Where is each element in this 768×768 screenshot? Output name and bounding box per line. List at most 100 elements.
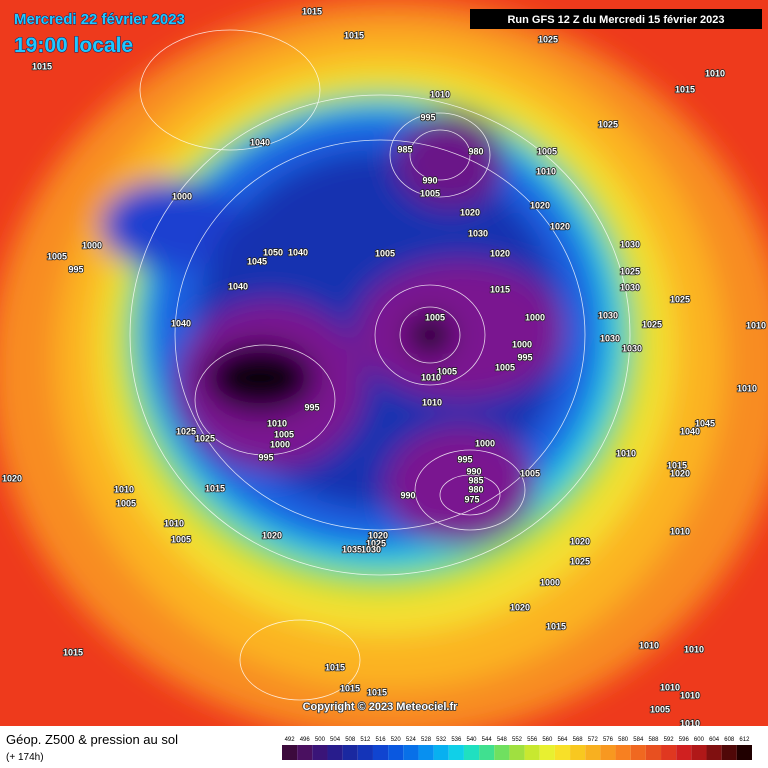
isobar-label: 1040 <box>680 426 700 436</box>
isobar-label: 1005 <box>650 704 670 714</box>
isobar-label: 1005 <box>520 468 540 478</box>
footer-lead: (+ 174h) <box>6 752 44 763</box>
scale-label: 556 <box>527 737 538 743</box>
footer-title: Géop. Z500 & pression au sol <box>6 732 178 747</box>
scale-swatch <box>327 745 343 760</box>
scale-label: 548 <box>497 737 508 743</box>
isobar-label: 1020 <box>670 468 690 478</box>
isobar-label: 1000 <box>82 240 102 250</box>
isobar-label: 1010 <box>421 372 441 382</box>
isobar-label: 1005 <box>171 534 191 544</box>
isobar-label: 1020 <box>368 530 388 540</box>
run-info: Run GFS 12 Z du Mercredi 15 février 2023 <box>507 14 724 26</box>
isobar-label: 1010 <box>737 383 757 393</box>
scale-label: 544 <box>482 737 493 743</box>
scale-swatch <box>342 745 358 760</box>
scale-label: 596 <box>679 737 690 743</box>
isobar-label: 1000 <box>525 312 545 322</box>
scale-swatch <box>736 745 752 760</box>
scale-swatch <box>479 745 495 760</box>
isobar-label: 1015 <box>344 30 364 40</box>
scale-label: 612 <box>739 737 750 743</box>
isobar-label: 1000 <box>512 339 532 349</box>
scale-label: 512 <box>360 737 371 743</box>
isobar-label: 1020 <box>570 536 590 546</box>
scale-label: 604 <box>709 737 720 743</box>
isobar-label: 990 <box>466 466 481 476</box>
scale-swatch <box>524 745 540 760</box>
isobar-label: 1015 <box>63 647 83 657</box>
scale-label: 496 <box>300 737 311 743</box>
scale-swatch <box>282 745 298 760</box>
isobar-label: 1020 <box>490 248 510 258</box>
isobar-label: 1010 <box>422 397 442 407</box>
scale-swatch <box>433 745 449 760</box>
scale-swatch <box>357 745 373 760</box>
isobar-label: 1010 <box>705 68 725 78</box>
isobar-label: 995 <box>420 112 435 122</box>
isobar-label: 1030 <box>598 310 618 320</box>
isobar-label: 1015 <box>546 621 566 631</box>
scale-swatch <box>509 745 525 760</box>
isobar-label: 1040 <box>288 247 308 257</box>
scale-swatch <box>585 745 601 760</box>
scale-swatch <box>570 745 586 760</box>
scale-label: 508 <box>345 737 356 743</box>
scale-label: 564 <box>557 737 568 743</box>
isobar-label: 1025 <box>670 294 690 304</box>
isobar-label: 1000 <box>270 439 290 449</box>
scale-swatch <box>372 745 389 760</box>
isobar-label: 1040 <box>228 281 248 291</box>
isobar-label: 1010 <box>670 526 690 536</box>
geopotential-field <box>0 0 768 740</box>
isobar-label: 985 <box>468 475 483 485</box>
isobar-label: 1025 <box>538 34 558 44</box>
scale-label: 580 <box>618 737 629 743</box>
isobar-label: 1005 <box>495 362 515 372</box>
scale-swatch <box>297 745 313 760</box>
isobar-label: 1015 <box>340 683 360 693</box>
scale-swatch <box>388 745 404 760</box>
isobar-label: 995 <box>258 452 273 462</box>
scale-label: 532 <box>436 737 447 743</box>
isobar-label: 1015 <box>367 687 387 697</box>
isobar-label: 1025 <box>620 266 640 276</box>
isobar-label: 1030 <box>361 544 381 554</box>
isobar-label: 995 <box>457 454 472 464</box>
isobar-label: 1010 <box>684 644 704 654</box>
scale-label: 492 <box>285 737 296 743</box>
isobar-label: 1045 <box>695 418 715 428</box>
isobar-label: 1005 <box>425 312 445 322</box>
scale-swatch <box>645 745 662 760</box>
isobar-label: 1010 <box>114 484 134 494</box>
scale-swatch <box>463 745 480 760</box>
color-scale: 492 496 500 504 508 512 516 520 524 528 532 536 540 5… <box>282 737 752 760</box>
isobar-label: 1005 <box>116 498 136 508</box>
isobar-label: 995 <box>517 352 532 362</box>
isobar-label: 1010 <box>680 718 700 728</box>
scale-swatch <box>418 745 434 760</box>
scale-label: 504 <box>330 737 341 743</box>
isobar-label: 1020 <box>262 530 282 540</box>
time: 19:00 locale <box>14 34 133 57</box>
isobar-label: 1005 <box>437 366 457 376</box>
isobar-label: 1025 <box>195 433 215 443</box>
scale-swatch <box>630 745 646 760</box>
scale-swatch <box>676 745 692 760</box>
isobar-label: 1010 <box>746 320 766 330</box>
isobar-label: 1010 <box>536 166 556 176</box>
scale-label: 568 <box>573 737 584 743</box>
isobar-label: 1025 <box>642 319 662 329</box>
scale-label: 588 <box>648 737 659 743</box>
scale-swatch <box>600 745 616 760</box>
isobar-label: 1030 <box>600 333 620 343</box>
scale-label: 592 <box>664 737 675 743</box>
isobar-label: 980 <box>468 484 483 494</box>
scale-swatch <box>721 745 737 760</box>
isobar-label: 1020 <box>510 602 530 612</box>
isobar-label: 1010 <box>430 89 450 99</box>
scale-swatch <box>403 745 419 760</box>
isobar-label: 1020 <box>2 473 22 483</box>
